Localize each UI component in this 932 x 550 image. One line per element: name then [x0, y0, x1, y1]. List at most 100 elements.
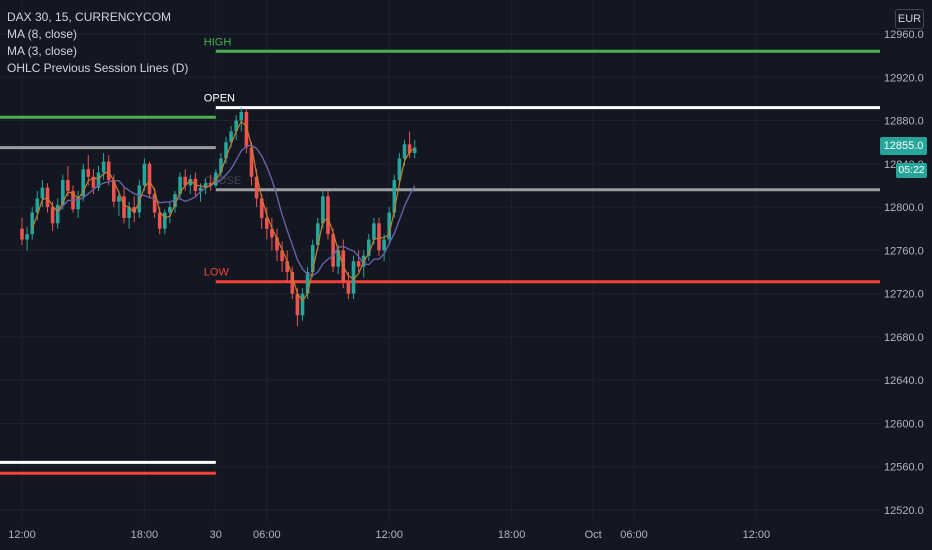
candle-body — [224, 142, 228, 159]
price-tick-label: 12720.0 — [884, 289, 924, 301]
currency-button[interactable]: EUR — [895, 9, 924, 29]
candle-body — [331, 234, 335, 267]
candle-body — [173, 194, 177, 208]
candle-body — [392, 180, 397, 213]
session-close-label: CLOSE — [204, 175, 241, 187]
time-tick-label: 12:00 — [375, 529, 403, 541]
candle-body — [254, 176, 259, 199]
candle-body — [249, 147, 254, 177]
time-tick-label: 06:00 — [620, 529, 648, 541]
candle-body — [387, 212, 391, 240]
candle-body — [178, 176, 182, 195]
price-tick-label: 12920.0 — [884, 72, 924, 84]
candle-body — [198, 187, 203, 191]
price-tick-label: 12760.0 — [884, 245, 924, 257]
candle-body — [101, 161, 106, 173]
ohlc-session-lines — [0, 49, 880, 475]
ma3-indicator-label[interactable]: MA (3, close) — [7, 44, 78, 58]
candle-body — [122, 196, 126, 218]
ohlc-indicator-label[interactable]: OHLC Previous Session Lines (D) — [7, 61, 189, 75]
candle-body — [132, 207, 136, 213]
candle-body — [336, 250, 340, 267]
price-tick-label: 12600.0 — [884, 418, 924, 430]
candle-body — [397, 158, 402, 181]
candle-body — [157, 212, 162, 229]
candle-body — [137, 185, 142, 213]
candle-body — [117, 196, 121, 202]
candle-body — [50, 207, 55, 224]
candle-body — [219, 158, 223, 173]
candle-body — [183, 176, 187, 186]
last-price-tag: 12855.0 — [880, 137, 927, 155]
candle-body — [259, 198, 264, 218]
candle-body — [61, 180, 65, 205]
candle-body — [234, 120, 238, 132]
time-tick-label: 12:00 — [743, 529, 771, 541]
candle-body — [310, 244, 315, 272]
candle-body — [208, 183, 213, 186]
candle-body — [275, 237, 279, 251]
candle-body — [55, 204, 60, 224]
candle-body — [142, 163, 147, 186]
time-tick-label: Oct — [585, 529, 602, 541]
candle-body — [239, 111, 244, 121]
candle-body — [326, 196, 330, 235]
chart-legend: DAX 30, 15, CURRENCYCOM MA (8, close) MA… — [7, 9, 188, 77]
candle-body — [316, 223, 320, 245]
price-tick-label: 12520.0 — [884, 505, 924, 517]
candle-body — [112, 180, 116, 202]
candle-body — [300, 293, 305, 316]
price-tick-label: 12800.0 — [884, 202, 924, 214]
candle-body — [265, 217, 269, 229]
candle-body — [25, 234, 29, 240]
candle-body — [244, 111, 249, 148]
chart-grid — [0, 0, 880, 522]
time-tick-label: 12:00 — [8, 529, 36, 541]
candle-body — [377, 223, 381, 251]
price-tick-label: 12880.0 — [884, 116, 924, 128]
candle-body — [305, 272, 310, 294]
symbol-title[interactable]: DAX 30, 15, CURRENCYCOM — [7, 10, 172, 24]
candle-body — [20, 228, 24, 240]
candle-body — [229, 131, 233, 143]
bar-countdown-tag: 05:22 — [896, 163, 927, 178]
moving-average-lines — [31, 120, 416, 302]
price-tick-label: 12680.0 — [884, 332, 924, 344]
candle-body — [285, 261, 289, 272]
candle-body — [351, 261, 356, 294]
session-open-label: OPEN — [204, 93, 235, 105]
candle-body — [214, 172, 218, 186]
session-high-label: HIGH — [204, 36, 232, 48]
ma3-line — [31, 120, 416, 302]
candle-body — [372, 223, 376, 240]
price-tick-label: 12960.0 — [884, 29, 924, 41]
session-line-labels: HIGH OPEN CLOSE LOW — [204, 36, 241, 278]
candle-body — [188, 178, 193, 186]
candle-body — [407, 144, 412, 153]
time-tick-label: 18:00 — [498, 529, 526, 541]
candle-body — [81, 169, 85, 197]
candle-body — [280, 250, 284, 262]
candle-body — [270, 228, 274, 238]
candle-body — [321, 196, 325, 224]
candle-body — [290, 272, 295, 294]
candle-body — [402, 144, 407, 159]
candle-body — [86, 169, 91, 177]
candle-body — [412, 147, 417, 153]
candle-body — [30, 212, 34, 235]
session-low-label: LOW — [204, 267, 230, 279]
candle-body — [40, 187, 45, 199]
candle-body — [168, 207, 172, 213]
time-axis[interactable]: 12:00 18:00 30 06:00 12:00 18:00 Oct 06:00 12:00 — [8, 529, 770, 541]
ma8-indicator-label[interactable]: MA (8, close) — [7, 27, 78, 41]
candle-body — [96, 172, 101, 188]
candle-body — [295, 293, 300, 316]
time-tick-label: 18:00 — [131, 529, 159, 541]
candle-body — [127, 207, 131, 218]
candle-body — [91, 176, 96, 188]
candle-body — [382, 239, 386, 251]
price-axis[interactable]: 12520.0 12560.0 12600.0 12640.0 12680.0 12720… — [884, 29, 924, 517]
candle-body — [356, 261, 361, 267]
candle-body — [163, 212, 167, 229]
